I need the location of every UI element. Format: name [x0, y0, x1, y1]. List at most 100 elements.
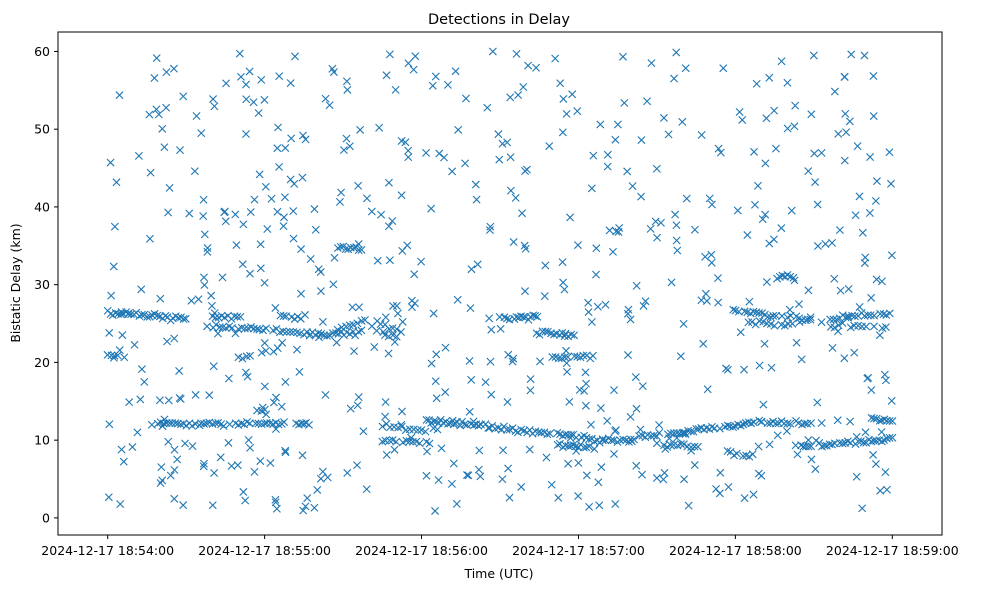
data-point: [563, 353, 572, 362]
data-point: [362, 194, 371, 203]
data-point: [885, 433, 894, 442]
data-point: [534, 428, 543, 437]
data-point: [384, 222, 393, 231]
data-point: [271, 425, 280, 434]
data-point: [377, 210, 386, 219]
data-point: [788, 319, 797, 328]
data-point: [619, 435, 628, 444]
data-point: [830, 87, 839, 96]
data-point: [384, 178, 393, 187]
data-point: [431, 506, 440, 515]
data-point: [427, 359, 436, 368]
data-point: [777, 57, 786, 66]
data-point: [636, 425, 645, 434]
data-point: [626, 412, 635, 421]
data-point: [316, 287, 325, 296]
data-point: [447, 479, 456, 488]
data-point: [216, 453, 225, 462]
data-point: [181, 314, 190, 323]
data-point: [417, 257, 426, 266]
data-point: [699, 339, 708, 348]
data-point: [487, 325, 496, 334]
data-point: [701, 252, 710, 261]
data-point: [483, 103, 492, 112]
data-point: [392, 325, 401, 334]
data-point: [321, 390, 330, 399]
data-point: [164, 208, 173, 217]
data-point: [120, 353, 129, 362]
data-point: [153, 311, 162, 320]
data-point: [703, 385, 712, 394]
data-point: [607, 436, 616, 445]
data-point: [117, 307, 126, 316]
data-point: [610, 450, 618, 458]
data-point: [553, 428, 562, 437]
data-point: [512, 49, 521, 58]
data-point: [404, 146, 413, 155]
data-point: [250, 467, 259, 476]
data-point: [411, 52, 420, 61]
data-point: [869, 414, 878, 423]
data-point: [637, 192, 646, 201]
data-point: [298, 451, 307, 460]
data-point: [381, 412, 390, 421]
data-point: [807, 419, 816, 428]
data-point: [335, 197, 344, 206]
data-point: [443, 80, 452, 89]
data-point: [518, 209, 527, 218]
data-point: [409, 65, 418, 74]
data-point: [263, 225, 272, 233]
data-point: [866, 153, 875, 162]
data-point: [817, 419, 826, 428]
data-point: [724, 482, 733, 491]
data-point: [110, 222, 119, 231]
data-point: [203, 244, 212, 253]
data-point: [279, 311, 288, 320]
data-point: [771, 144, 780, 153]
data-point: [253, 406, 262, 415]
data-point: [885, 148, 894, 157]
data-point: [594, 478, 603, 487]
data-point: [281, 377, 290, 386]
data-point: [262, 419, 271, 428]
data-point: [843, 437, 852, 446]
data-point: [254, 109, 263, 118]
data-point: [353, 319, 362, 328]
data-point: [560, 353, 569, 362]
data-point: [603, 162, 612, 171]
data-point: [496, 324, 505, 333]
data-point: [362, 485, 371, 494]
data-point: [397, 136, 406, 145]
data-point: [723, 447, 732, 456]
data-point: [794, 300, 803, 309]
x-tick-label: 2024-12-17 18:54:00: [41, 543, 174, 558]
data-point: [842, 128, 851, 137]
data-point: [630, 435, 639, 444]
data-point: [134, 151, 143, 160]
data-point: [495, 155, 504, 164]
data-point: [697, 296, 706, 305]
data-point: [582, 443, 591, 452]
data-point: [681, 64, 690, 73]
data-point: [584, 308, 593, 317]
data-point: [672, 48, 681, 57]
data-point: [222, 79, 231, 88]
data-point: [541, 327, 550, 336]
data-point: [429, 309, 438, 318]
data-point: [713, 274, 722, 283]
data-point: [820, 441, 829, 450]
data-point: [246, 351, 255, 360]
data-point: [707, 422, 716, 431]
data-point: [770, 321, 779, 330]
y-axis: 0 10 20 30 40 50 60: [34, 44, 58, 525]
data-point: [262, 324, 271, 333]
data-point: [112, 178, 121, 187]
data-point: [729, 305, 738, 314]
data-point: [299, 419, 308, 428]
data-point: [342, 77, 351, 86]
data-point: [349, 243, 358, 252]
data-point: [522, 165, 531, 174]
data-point: [670, 74, 679, 83]
data-point: [850, 348, 859, 357]
data-point: [790, 276, 799, 285]
